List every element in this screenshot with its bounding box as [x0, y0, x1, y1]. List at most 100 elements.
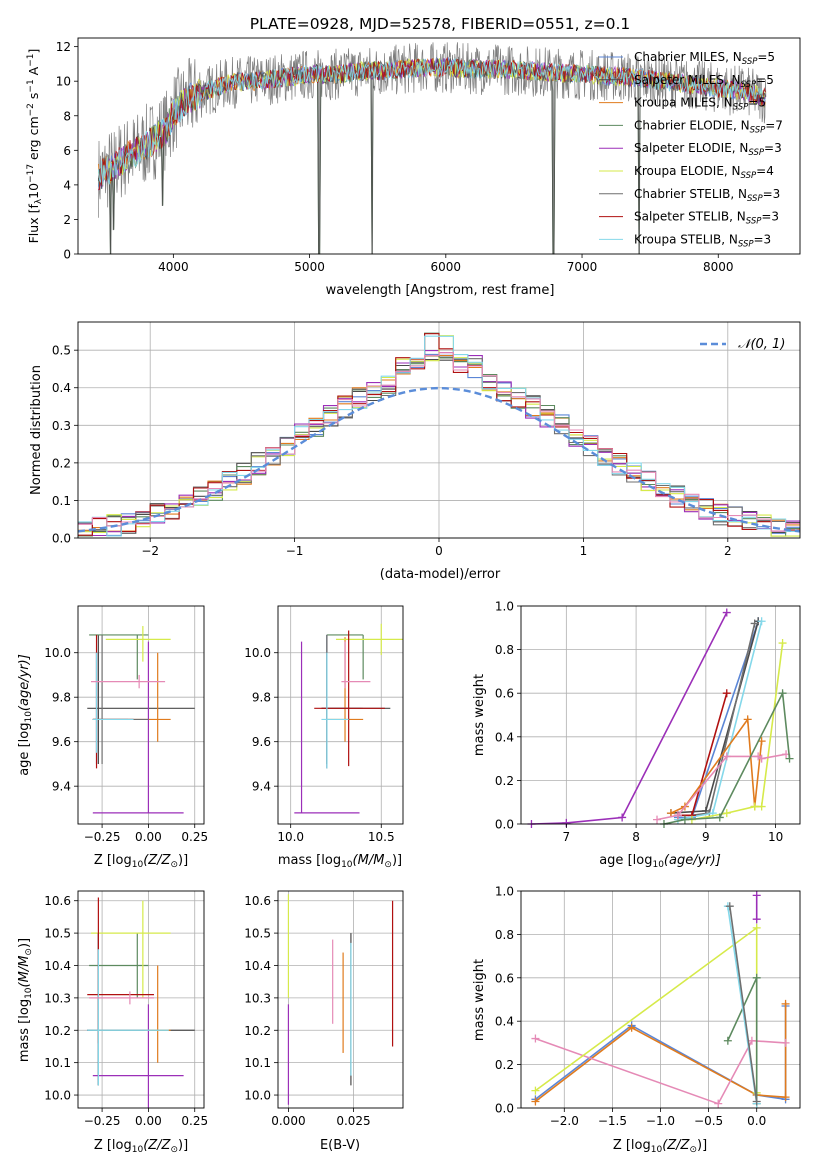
- z-weight-marker: [781, 1038, 790, 1047]
- age-weight-marker: [666, 809, 675, 818]
- mass-age-y-tick-label: 9.8: [252, 691, 271, 705]
- age-weight-marker: [722, 752, 731, 761]
- figure-title: PLATE=0928, MJD=52578, FIBERID=0551, z=0…: [250, 15, 631, 33]
- z-mass-axes-frame: [77, 890, 205, 1109]
- spectrum-line-kroupa-stelib: [97, 58, 766, 186]
- z-weight-marker: [781, 1093, 790, 1102]
- z-age-y-label: age [log10(age/yr)]: [17, 654, 34, 776]
- mass-age-axes-frame: [277, 605, 404, 825]
- z-age-x-tick-label: 0.25: [181, 830, 208, 844]
- z-weight-x-tick-label: −1.5: [598, 1114, 627, 1128]
- mass-age-ticks: 10.0 10.5 9.4 9.6 9.8 10.0: [244, 646, 394, 844]
- z-age-x-tick-label: −0.25: [84, 830, 121, 844]
- z-mass-y-label: mass [log10(M/M⊙)]: [17, 938, 34, 1062]
- ebv-mass-y-tick-label: 10.1: [244, 1056, 271, 1070]
- age-weight-marker: [757, 617, 766, 626]
- legend-label: Salpeter MILES, NSSP=5: [634, 73, 774, 90]
- ebv-mass-y-tick-label: 10.3: [244, 991, 271, 1005]
- residuals-y-tick-label: 0.4: [52, 381, 71, 395]
- z-weight-y-label: mass weight: [472, 959, 487, 1041]
- z-mass-x-tick-label: 0.25: [181, 1114, 208, 1128]
- residuals-y-tick-label: 0.3: [52, 419, 71, 433]
- age-weight-y-tick-label: 1.0: [495, 600, 514, 614]
- z-weight-x-tick-label: −1.0: [646, 1114, 675, 1128]
- z-weight-x-label: Z [log10(Z/Z⊙)]: [613, 1138, 707, 1155]
- spectrum-x-tick-label: 7000: [567, 260, 598, 274]
- age-weight-marker: [750, 619, 759, 628]
- z-mass-x-tick-label: −0.25: [84, 1114, 121, 1128]
- gaussian-curve: [77, 386, 801, 533]
- age-weight-axes-frame: [520, 605, 801, 825]
- age-weight-marker: [673, 811, 682, 820]
- age-weight-x-tick-label: 7: [563, 830, 571, 844]
- mass-age-panel: 10.0 10.5 9.4 9.6 9.8 10.0 mass [log10(M/M⊙)]: [244, 605, 404, 870]
- z-weight-y-tick-label: 1.0: [495, 885, 514, 899]
- residuals-x-tick-label: 2: [724, 544, 732, 558]
- spectrum-y-tick-label: 6: [63, 144, 71, 158]
- spectrum-y-label: Flux [fλ10−17 erg cm−2 s−1 A−1]: [26, 49, 44, 244]
- legend-label: Chabrier ELODIE, NSSP=7: [634, 118, 783, 135]
- spectrum-x-tick-label: 8000: [703, 260, 734, 274]
- residuals-y-label: Normed distribution: [29, 365, 44, 495]
- ebv-mass-x-label: E(B-V): [320, 1138, 360, 1153]
- spectrum-x-tick-label: 6000: [431, 260, 462, 274]
- spectrum-ticks: 4000 5000 6000 7000 8000 0 2 4 6 8 10 12: [56, 40, 734, 274]
- z-weight-marker: [752, 973, 761, 982]
- age-weight-series-line: [670, 621, 759, 814]
- gaussian-legend-label: 𝒩(0, 1): [738, 337, 785, 352]
- spectrum-y-tick-label: 8: [63, 109, 71, 123]
- ebv-mass-plot-area: [287, 894, 394, 1105]
- z-mass-y-tick-label: 10.6: [44, 894, 71, 908]
- age-weight-marker: [750, 802, 759, 811]
- z-weight-panel: −2.0 −1.5 −1.0 −0.5 0.0 0.0 0.2 0.4 0.6 0.8 1.0 Z …: [472, 885, 801, 1155]
- age-weight-marker: [778, 639, 787, 648]
- z-mass-y-tick-label: 10.1: [44, 1056, 71, 1070]
- residuals-x-tick-label: −1: [286, 544, 304, 558]
- spectrum-x-label: wavelength [Angstrom, rest frame]: [326, 283, 555, 298]
- z-weight-y-tick-label: 0.0: [495, 1102, 514, 1116]
- z-weight-marker: [627, 1023, 636, 1032]
- age-weight-x-tick-label: 9: [702, 830, 710, 844]
- ebv-mass-y-tick-label: 10.4: [244, 959, 271, 973]
- age-weight-marker: [722, 608, 731, 617]
- z-weight-marker: [531, 1086, 540, 1095]
- spectrum-y-tick-label: 12: [56, 40, 71, 54]
- z-age-y-tick-label: 9.6: [52, 735, 71, 749]
- age-weight-plot-area: [527, 608, 794, 828]
- age-weight-y-tick-label: 0.0: [495, 818, 514, 832]
- ebv-mass-axes-frame: [277, 890, 404, 1109]
- z-age-y-tick-label: 10.0: [44, 646, 71, 660]
- z-age-x-label: Z [log10(Z/Z⊙)]: [94, 853, 188, 870]
- z-weight-x-tick-label: 0.0: [747, 1114, 766, 1128]
- ebv-mass-y-tick-label: 10.2: [244, 1024, 271, 1038]
- age-weight-panel: 7 8 9 10 0.0 0.2 0.4 0.6 0.8 1.0 age [log10(age/y…: [472, 600, 801, 870]
- z-mass-y-tick-label: 10.5: [44, 927, 71, 941]
- z-age-y-tick-label: 9.4: [52, 780, 71, 794]
- z-weight-y-tick-label: 0.6: [495, 971, 514, 985]
- spectrum-panel: 4000 5000 6000 7000 8000 0 2 4 6 8 10 12 wavelength…: [26, 37, 801, 298]
- age-weight-x-tick-label: 8: [632, 830, 640, 844]
- age-weight-marker: [785, 754, 794, 763]
- age-weight-marker: [757, 754, 766, 763]
- z-weight-marker: [531, 1034, 540, 1043]
- age-weight-marker: [618, 813, 627, 822]
- z-age-x-tick-label: 0.00: [135, 830, 162, 844]
- age-weight-y-tick-label: 0.8: [495, 643, 514, 657]
- z-weight-marker: [725, 902, 734, 911]
- ebv-mass-ticks: 0.000 0.025 10.0 10.1 10.2 10.3 10.4 10.5 10.6: [244, 894, 370, 1128]
- z-weight-marker: [752, 923, 761, 932]
- z-weight-marker: [531, 1097, 540, 1106]
- z-weight-y-tick-label: 0.8: [495, 928, 514, 942]
- residuals-x-tick-label: −2: [141, 544, 159, 558]
- z-age-panel: −0.25 0.00 0.25 9.4 9.6 9.8 10.0 Z [log10(Z/Z⊙…: [17, 605, 208, 870]
- mass-age-plot-area: [294, 623, 403, 814]
- age-weight-series-line: [656, 753, 787, 821]
- age-weight-y-label: mass weight: [472, 674, 487, 756]
- z-mass-y-tick-label: 10.3: [44, 991, 71, 1005]
- spectrum-y-tick-label: 4: [63, 178, 71, 192]
- age-weight-ticks: 7 8 9 10 0.0 0.2 0.4 0.6 0.8 1.0: [495, 600, 783, 845]
- spectrum-y-tick-label: 10: [56, 75, 71, 89]
- mass-age-x-tick-label: 10.5: [368, 830, 395, 844]
- age-weight-series-line: [531, 612, 728, 825]
